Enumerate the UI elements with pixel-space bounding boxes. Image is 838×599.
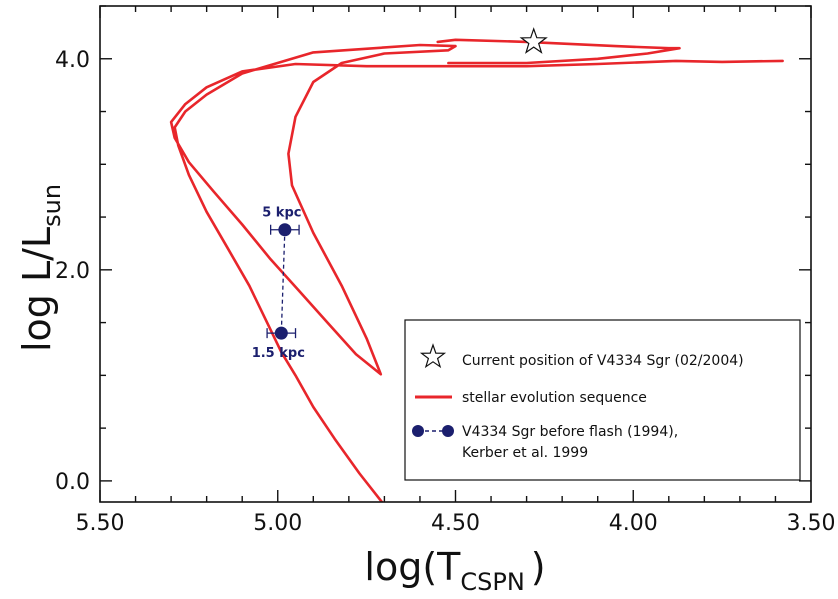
observation-label-1: 1.5 kpc [252,346,305,361]
x-axis-label-sub: CSPN [460,568,524,596]
x-axis-label: log(TCSPN) [364,545,545,596]
x-axis-label-main: log(T [364,545,461,589]
legend-dot-left [412,425,424,437]
x-tick-label: 5.00 [253,511,302,536]
legend-label-observation-1: V4334 Sgr before flash (1994), [462,424,678,440]
evolution-track-0 [169,43,784,502]
axis-ticks [99,5,812,502]
evolution-tracks [169,38,784,502]
star-icon [419,343,447,369]
legend-label-evolution: stellar evolution sequence [462,390,647,406]
y-tick-labels: 0.0 2.0 4.0 [55,48,90,495]
y-tick-label: 2.0 [55,259,90,284]
observation-dashed-line [280,229,286,334]
y-axis-label: log L/Lsun [15,184,66,352]
legend-dot-right [442,425,454,437]
evolution-track-1 [436,38,681,65]
observation-label-0: 5 kpc [262,206,301,221]
legend-label-current-position: Current position of V4334 Sgr (02/2004) [462,353,744,369]
observation-points: 5 kpc 1.5 kpc [252,206,305,361]
x-tick-labels: 5.50 5.00 4.50 4.00 3.50 [76,511,836,536]
x-tick-label: 3.50 [787,511,836,536]
y-axis-label-sub: sun [38,184,66,227]
legend-label-observation-2: Kerber et al. 1999 [462,445,588,461]
legend: Current position of V4334 Sgr (02/2004) … [404,319,801,481]
legend-box [404,319,801,481]
x-tick-label: 5.50 [76,511,125,536]
y-tick-label: 0.0 [55,470,90,495]
current-position-star-icon [519,27,548,54]
y-axis-label-main: log L/L [15,227,59,352]
x-tick-label: 4.50 [431,511,480,536]
x-axis-label-end: ) [531,545,546,589]
observation-point-1 [274,326,288,340]
current-position-marker [519,27,548,54]
y-tick-label: 4.0 [55,48,90,73]
x-tick-label: 4.00 [609,511,658,536]
observation-point-0 [278,223,292,237]
